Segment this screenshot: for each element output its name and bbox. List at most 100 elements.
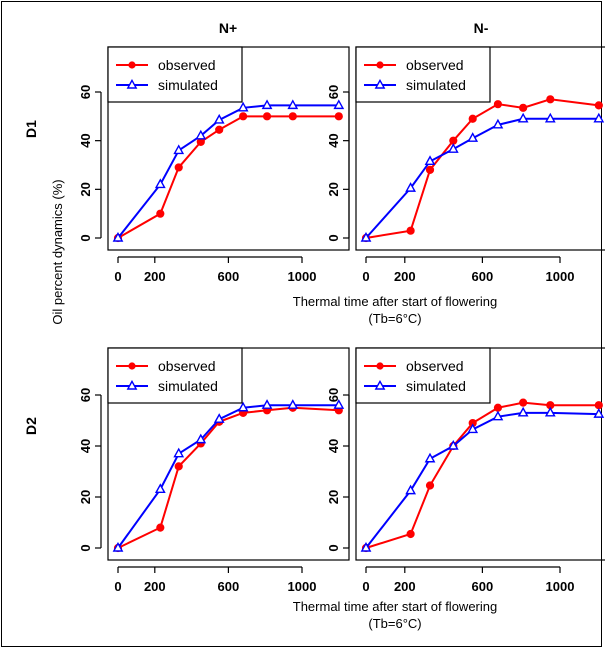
data-point-simulated [544,112,556,123]
y-tick-label: 20 [78,490,93,504]
legend-label-observed: observed [158,358,216,374]
legend-marker-simulated [374,78,386,89]
y-tick-label: 0 [326,544,341,551]
x-tick-label: 200 [394,269,416,284]
x-tick-label: 0 [114,269,121,284]
y-tick-label: 60 [326,388,341,402]
legend-label-observed: observed [406,358,464,374]
data-point-observed [174,462,183,471]
column-title-n-minus: N- [474,20,489,36]
data-point-observed [406,226,415,235]
data-point-observed [425,165,435,174]
x-tick-label: 200 [144,579,166,594]
series-layer [360,95,605,243]
data-point-simulated [112,231,124,242]
data-point-observed [468,114,477,123]
legend-label-simulated: simulated [158,378,218,394]
y-tick-label: 20 [326,490,341,504]
x-tick-label: 600 [472,579,494,594]
data-point-observed [156,523,165,532]
x-tick-label: 200 [144,269,166,284]
data-point-simulated [517,406,529,417]
data-point-observed [493,403,503,412]
data-point-simulated [237,401,249,412]
y-tick-label: 60 [326,85,341,99]
x-tick-label: 1000 [546,579,575,594]
legend-box [107,347,243,404]
data-point-observed [334,112,343,121]
data-point-simulated [593,408,605,418]
data-point-simulated [447,143,459,153]
series-line-observed [117,115,339,239]
data-point-observed [174,163,183,172]
y-tick-label: 40 [326,133,341,147]
data-point-simulated [492,410,504,421]
data-point-simulated [593,112,605,123]
y-tick-label: 0 [326,234,341,241]
data-point-observed [594,401,603,410]
data-point-simulated [287,99,299,110]
data-point-simulated [112,541,124,552]
data-point-simulated [517,112,529,123]
y-tick-label: 40 [78,439,93,453]
data-point-simulated [447,439,459,450]
data-point-simulated [405,484,417,495]
data-point-simulated [544,406,556,417]
legend-box [355,46,491,103]
data-point-simulated [173,447,185,458]
series-line-simulated [365,411,599,549]
data-point-simulated [492,118,504,129]
legend-label-simulated: simulated [406,77,466,93]
data-point-simulated [333,399,345,409]
x-axis-unit-row2: (Tb=6°C) [368,616,421,631]
x-tick-label: 200 [394,579,416,594]
data-point-simulated [195,433,207,444]
data-point-observed [425,481,435,490]
legend-marker-simulated [126,78,138,89]
data-point-observed [239,112,248,121]
series-layer [112,99,345,243]
legend: observed simulated [355,46,491,103]
x-tick-label: 600 [218,579,240,594]
data-point-simulated [333,99,345,110]
data-point-observed [546,95,555,104]
row-label-d1: D1 [23,120,39,138]
x-axis-label-row1: Thermal time after start of flowering [293,294,497,309]
data-point-simulated [424,452,436,463]
legend-marker-simulated [126,379,138,390]
data-point-simulated [360,231,372,242]
data-point-simulated [213,113,225,124]
data-point-observed [288,112,297,121]
x-tick-label: 1000 [288,269,317,284]
data-point-observed [493,100,503,109]
data-point-simulated [237,101,249,112]
legend-marker-observed [376,61,384,69]
data-point-simulated [360,541,372,552]
y-tick-label: 40 [326,439,341,453]
data-point-simulated [405,182,417,192]
series-line-simulated [117,404,339,549]
y-tick-label: 20 [78,182,93,196]
legend-label-simulated: simulated [158,77,218,93]
legend-marker-simulated [374,379,386,390]
y-tick-label: 0 [78,544,93,551]
data-point-simulated [287,399,299,409]
legend-label-observed: observed [406,57,464,73]
x-tick-label: 0 [114,579,121,594]
legend: observed simulated [107,347,243,404]
data-point-observed [406,529,415,539]
data-point-simulated [424,155,436,166]
data-point-simulated [173,144,185,155]
data-point-simulated [154,483,166,494]
y-tick-label: 60 [78,85,93,99]
data-point-simulated [195,129,207,140]
legend-box [355,347,491,404]
data-point-observed [519,398,528,407]
legend-marker-observed [376,362,384,370]
column-title-n-plus: N+ [219,20,237,36]
